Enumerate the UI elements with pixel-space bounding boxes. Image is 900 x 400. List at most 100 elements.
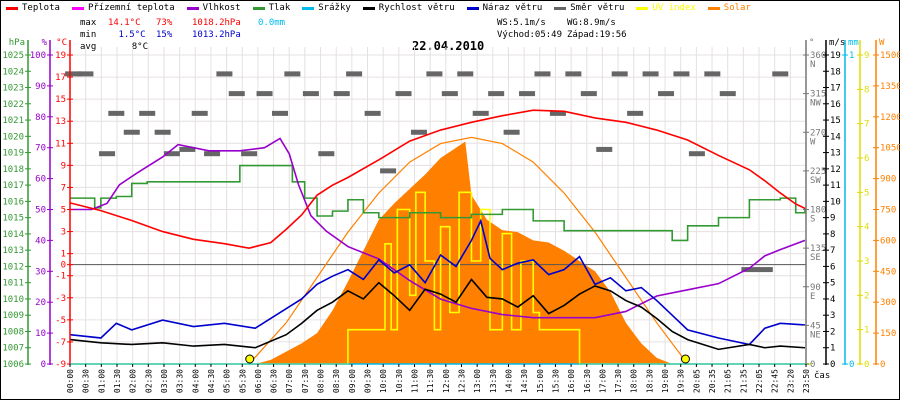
wind-speed-avg: WS:5.1m/s [497, 18, 546, 28]
stats-panel: max 14.1°C 73% 1018.2hPa 0.0mm min 1.5°C 15% 10… [80, 17, 285, 53]
wind-sun-info: WS:5.1m/s WG:8.9m/s Východ:05:49 Západ:19:… [497, 17, 627, 41]
axis-tick-label: 3 [61, 228, 66, 238]
x-tick-label: 02:30 [144, 369, 153, 393]
axis-tick-label: 1500 [880, 51, 900, 61]
axis-unit-hPa: hPa [9, 38, 25, 48]
axis-tick-label: 1013 [2, 246, 24, 256]
axis-tick-label: 360 [810, 51, 826, 61]
wind-direction-mark [704, 71, 721, 77]
x-tick-label: 08:00 [317, 369, 326, 393]
x-tick-label: 20:35 [708, 369, 717, 393]
axis-tick-label: 225 [810, 167, 826, 177]
wind-direction-mark [271, 110, 288, 116]
legend-label: Tlak [268, 3, 291, 13]
axis-tick-label: -7 [55, 338, 66, 348]
axis-tick-label: 9 [61, 161, 66, 171]
axis-tick-label: 7 [830, 246, 835, 256]
axis-tick-label: 600 [880, 236, 896, 246]
stat-min-press: 1013.2hPa [192, 30, 241, 40]
wind-direction-mark [179, 146, 196, 152]
legend-swatch [636, 6, 649, 10]
x-tick-label: 11:30 [426, 369, 435, 393]
x-tick-label: 07:30 [301, 369, 310, 393]
stat-min-label: min [80, 30, 97, 40]
axis-tick-label: 6 [864, 154, 869, 164]
wind-direction-mark [627, 110, 644, 116]
wind-direction-mark [256, 91, 273, 97]
axis-tick-label: 0 [810, 360, 815, 370]
x-tick-label: 23:50 [802, 369, 811, 393]
x-tick-label: 01:30 [113, 369, 122, 393]
axis-tick-label: 9 [830, 214, 835, 224]
axis-tick-label: 1019 [2, 149, 24, 159]
wind-direction-mark [457, 71, 474, 77]
wind-direction-mark [688, 151, 705, 157]
axis-tick-label: 40 [35, 236, 46, 246]
x-tick-label: 04:00 [191, 369, 200, 393]
legend-label: Rychlost větru [378, 3, 455, 13]
wind-direction-mark [216, 71, 233, 77]
wind-direction-mark [154, 129, 171, 135]
axis-tick-label: 1016 [2, 197, 24, 207]
axis-tick-label: 2 [864, 291, 869, 301]
axis-tick-label: 1050 [880, 144, 900, 154]
wind-direction-mark [228, 91, 245, 97]
axis-direction-label: W [810, 137, 816, 147]
x-tick-label: 00:00 [66, 369, 75, 393]
axis-tick-label: 135 [810, 244, 826, 254]
axis-tick-label: 2 [830, 327, 835, 337]
axis-tick-label: -3 [55, 294, 66, 304]
axis-direction-label: NE [810, 330, 821, 340]
axis-direction-label: S [810, 215, 815, 225]
legend-swatch [362, 6, 375, 10]
legend-item: Náraz větru [466, 3, 542, 13]
sunrise-marker [245, 354, 255, 364]
axis-tick-label: 1015 [2, 214, 24, 224]
axis-tick-label: 0 [61, 261, 66, 271]
x-tick-label: 13:30 [489, 369, 498, 393]
axis-tick-label: 1007 [2, 344, 24, 354]
axis-direction-label: N [810, 60, 815, 70]
legend: Teplota Přízemní teplota Vlhkost Tlak Srážky… [6, 3, 751, 13]
x-tick-label: 16:30 [583, 369, 592, 393]
wind-direction-mark [534, 71, 551, 77]
x-tick-label: 05:00 [223, 369, 232, 393]
axis-direction-label: SE [810, 253, 821, 263]
x-tick-label: 23:20 [786, 369, 795, 393]
x-tick-label: 03:00 [160, 369, 169, 393]
legend-swatch [466, 6, 479, 10]
legend-item: Směr větru [554, 3, 624, 13]
legend-label: Směr větru [570, 3, 625, 13]
stat-max-label: max [80, 18, 97, 28]
sunrise-time: Východ:05:49 [497, 30, 563, 40]
legend-item: Přízemní teplota [71, 3, 175, 13]
axis-tick-label: 1017 [2, 181, 24, 191]
legend-item: Teplota [6, 3, 60, 13]
axis-tick-label: 18 [830, 67, 841, 77]
axis-tick-label: 45 [810, 321, 821, 331]
wind-direction-mark [565, 71, 582, 77]
axis-tick-label: 5 [61, 206, 66, 216]
x-tick-label: 16:00 [567, 369, 576, 393]
legend-label: Vlhkost [202, 3, 241, 13]
axis-unit-mm: mm [848, 38, 859, 48]
axis-tick-label: 900 [880, 175, 896, 185]
x-tick-label: 15:30 [551, 369, 560, 393]
x-tick-label: 07:00 [285, 369, 294, 393]
axis-tick-label: 50 [35, 206, 46, 216]
axis-tick-label: -5 [55, 316, 66, 326]
axis-tick-label: 7 [864, 120, 869, 130]
legend-swatch [554, 6, 567, 10]
wind-direction-mark [772, 71, 789, 77]
wind-direction-mark [77, 71, 94, 77]
x-tick-label: 19:00 [661, 369, 670, 393]
axis-tick-label: 8 [830, 230, 835, 240]
axis-tick-label: 11 [55, 139, 66, 149]
x-tick-label: 09:30 [364, 369, 373, 393]
axis-tick-label: 15 [55, 95, 66, 105]
legend-item: Vlhkost [186, 3, 241, 13]
x-tick-label: 10:00 [379, 369, 388, 393]
x-tick-label: 13:00 [473, 369, 482, 393]
x-tick-label: 08:30 [332, 369, 341, 393]
legend-item: Tlak [252, 3, 291, 13]
